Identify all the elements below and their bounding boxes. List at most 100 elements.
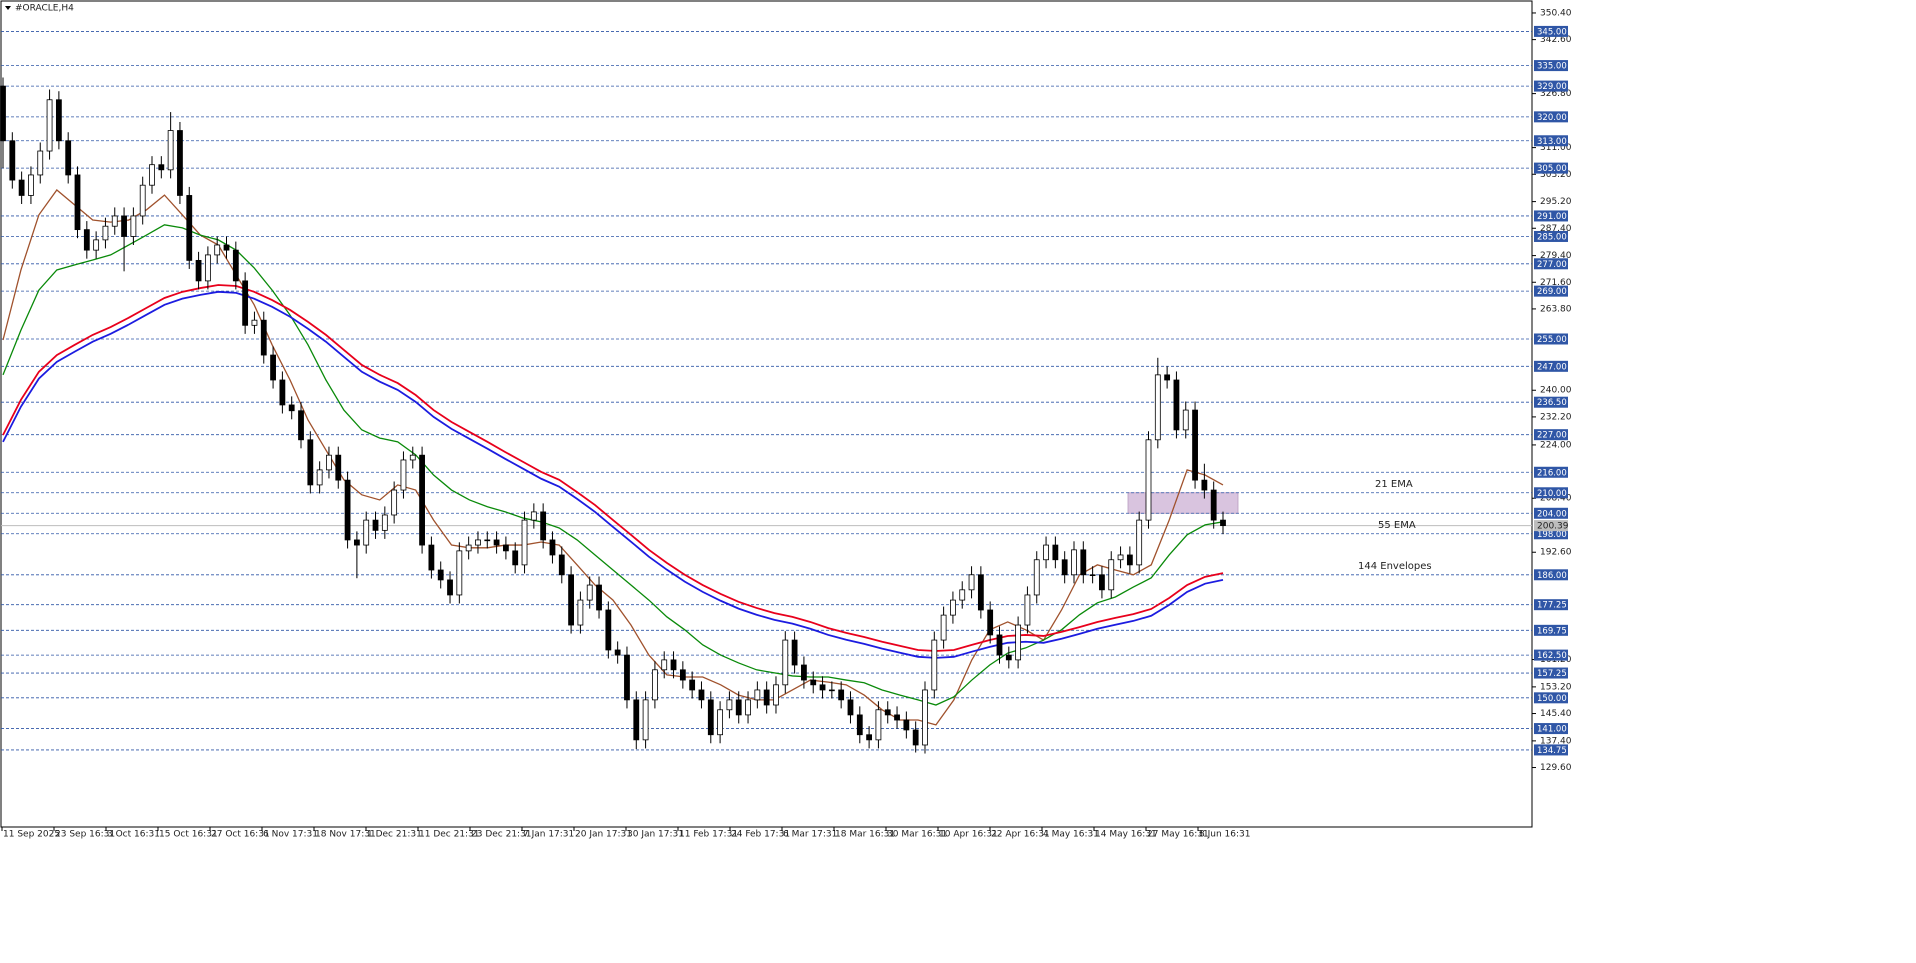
candle-body bbox=[633, 699, 640, 741]
candle-body bbox=[18, 179, 25, 196]
level-label-box bbox=[1534, 25, 1568, 37]
candle-body bbox=[838, 689, 845, 701]
level-label-box bbox=[1534, 667, 1568, 679]
candle-body bbox=[55, 99, 62, 142]
candle-body bbox=[540, 511, 547, 541]
y-tick-label: 342.60 bbox=[1540, 35, 1572, 45]
y-tick-label: 311.00 bbox=[1540, 143, 1572, 153]
candle-body bbox=[670, 659, 677, 671]
candle-body bbox=[1099, 574, 1105, 591]
series-annotation: 144 Envelopes bbox=[1358, 561, 1432, 572]
level-label: 345.00 bbox=[1537, 27, 1567, 37]
level-label: 210.00 bbox=[1537, 489, 1567, 499]
candle-body bbox=[149, 164, 155, 186]
candle-body bbox=[1220, 519, 1226, 527]
candle-body bbox=[447, 579, 453, 596]
y-tick-label: 271.60 bbox=[1540, 278, 1572, 288]
y-tick-label: 279.40 bbox=[1540, 251, 1572, 261]
candle-body bbox=[9, 140, 16, 181]
candle-body bbox=[884, 709, 891, 716]
level-label-box bbox=[1534, 528, 1568, 540]
level-label: 169.75 bbox=[1537, 626, 1567, 636]
candle-body bbox=[1061, 559, 1068, 576]
candle-body bbox=[28, 174, 34, 196]
candle-body bbox=[745, 699, 751, 716]
y-tick-label: 224.00 bbox=[1540, 440, 1572, 450]
candle-body bbox=[763, 689, 770, 706]
level-label-box bbox=[1534, 111, 1568, 123]
level-label: 305.00 bbox=[1537, 164, 1567, 174]
candle-body bbox=[940, 614, 947, 641]
level-label: 204.00 bbox=[1537, 509, 1567, 519]
level-label: 141.00 bbox=[1537, 725, 1567, 735]
candle-body bbox=[596, 584, 602, 611]
y-tick-label: 295.20 bbox=[1540, 197, 1572, 207]
candle-body bbox=[847, 699, 854, 716]
x-tick-label: 18 Mar 16:31 bbox=[835, 830, 895, 840]
candle-body bbox=[270, 354, 276, 381]
level-label-box bbox=[1534, 230, 1568, 242]
x-tick-label: 24 Feb 17:31 bbox=[731, 830, 790, 840]
candle-body bbox=[503, 544, 509, 552]
candle-body bbox=[493, 539, 500, 546]
y-tick-label: 263.80 bbox=[1540, 304, 1572, 314]
level-label: 291.00 bbox=[1537, 212, 1567, 222]
candle-body bbox=[1033, 559, 1040, 596]
candle-body bbox=[46, 99, 53, 152]
level-label-box bbox=[1534, 396, 1568, 408]
candle-body bbox=[1136, 519, 1143, 566]
candle-body bbox=[186, 195, 193, 261]
level-label: 177.25 bbox=[1537, 601, 1567, 611]
candle-body bbox=[1192, 409, 1198, 481]
candle-body bbox=[717, 709, 723, 736]
x-tick-label: 23 Dec 21:31 bbox=[471, 830, 532, 840]
candle-body bbox=[875, 709, 882, 741]
candle-body bbox=[819, 684, 826, 691]
candle-body bbox=[83, 229, 90, 251]
candle-body bbox=[987, 609, 994, 636]
candle-body bbox=[251, 319, 258, 326]
candle-body bbox=[1164, 374, 1171, 381]
level-label-box bbox=[1534, 333, 1568, 345]
level-label-box bbox=[1534, 599, 1568, 611]
candle-body bbox=[400, 459, 407, 491]
level-label: 150.00 bbox=[1537, 694, 1567, 704]
x-tick-label: 1 Dec 21:31 bbox=[367, 830, 422, 840]
x-tick-label: 15 Oct 16:31 bbox=[159, 830, 218, 840]
candle-body bbox=[1052, 544, 1059, 561]
candle-body bbox=[1145, 439, 1152, 521]
candle-body bbox=[931, 639, 938, 691]
level-label-box bbox=[1534, 210, 1568, 222]
candle-body bbox=[102, 225, 109, 241]
zone bbox=[1127, 492, 1239, 514]
candle-body bbox=[465, 544, 472, 552]
candle-body bbox=[1024, 594, 1031, 626]
level-label: 186.00 bbox=[1537, 571, 1567, 581]
level-label-box bbox=[1534, 649, 1568, 661]
candle-body bbox=[158, 164, 165, 171]
menu-arrow[interactable] bbox=[5, 6, 11, 10]
level-label: 277.00 bbox=[1537, 260, 1567, 270]
candle-body bbox=[977, 574, 984, 611]
candle-body bbox=[735, 699, 742, 716]
candle-body bbox=[1108, 559, 1115, 591]
candle-body bbox=[577, 599, 584, 626]
candle-body bbox=[726, 699, 733, 711]
x-tick-label: 11 Dec 21:31 bbox=[419, 830, 480, 840]
candle-body bbox=[968, 574, 975, 591]
candle-body bbox=[37, 150, 44, 176]
x-tick-label: 6 Nov 17:31 bbox=[263, 830, 318, 840]
y-tick-label: 232.20 bbox=[1540, 412, 1572, 422]
candle-body bbox=[1080, 549, 1087, 576]
level-label-box bbox=[1534, 258, 1568, 270]
candle-body bbox=[344, 479, 351, 541]
candle-body bbox=[996, 634, 1003, 656]
y-tick-label: 350.40 bbox=[1540, 8, 1572, 18]
candle-body bbox=[1173, 379, 1180, 431]
candle-body bbox=[1071, 549, 1077, 576]
level-label: 236.50 bbox=[1537, 398, 1567, 408]
y-tick-label: 326.80 bbox=[1540, 89, 1572, 99]
candle-body bbox=[568, 574, 574, 626]
level-label: 134.75 bbox=[1537, 746, 1567, 756]
y-tick-label: 153.20 bbox=[1540, 682, 1572, 692]
